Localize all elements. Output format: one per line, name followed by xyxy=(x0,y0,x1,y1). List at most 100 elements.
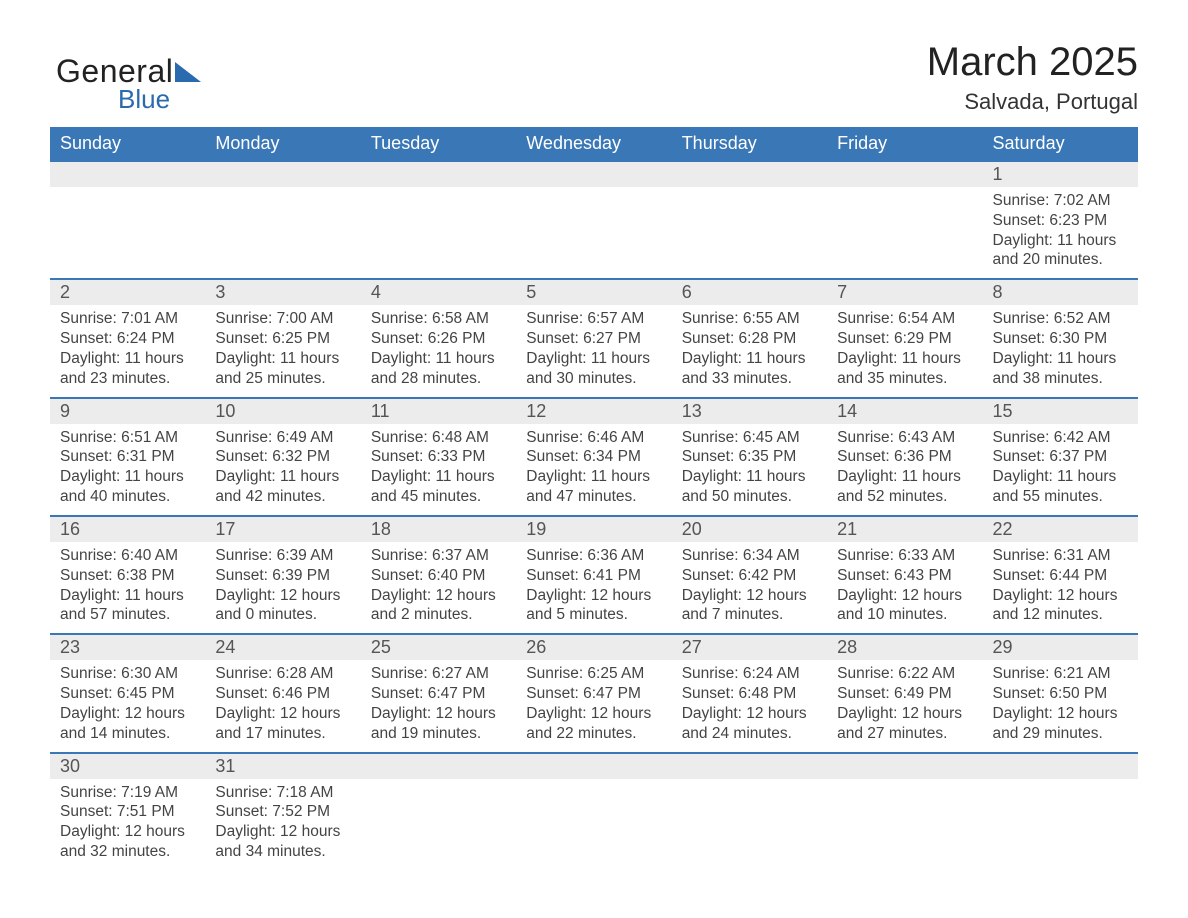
sunset-line: Sunset: 6:40 PM xyxy=(371,566,506,586)
sunset-line: Sunset: 6:50 PM xyxy=(993,684,1128,704)
daynum-row: 3031 xyxy=(50,753,1138,779)
weekday-header-row: Sunday Monday Tuesday Wednesday Thursday… xyxy=(50,127,1138,161)
detail-row: Sunrise: 7:01 AMSunset: 6:24 PMDaylight:… xyxy=(50,305,1138,397)
day-number-cell: 11 xyxy=(361,398,516,424)
day-number-cell xyxy=(983,753,1138,779)
day-detail-cell: Sunrise: 6:49 AMSunset: 6:32 PMDaylight:… xyxy=(205,424,360,516)
location-label: Salvada, Portugal xyxy=(927,89,1138,115)
sunset-line: Sunset: 6:46 PM xyxy=(215,684,350,704)
day-detail-cell: Sunrise: 6:40 AMSunset: 6:38 PMDaylight:… xyxy=(50,542,205,634)
sunrise-line: Sunrise: 6:49 AM xyxy=(215,428,350,448)
day-number-cell: 12 xyxy=(516,398,671,424)
daylight-line: Daylight: 11 hours and 47 minutes. xyxy=(526,467,661,507)
daylight-line: Daylight: 11 hours and 45 minutes. xyxy=(371,467,506,507)
day-detail-cell: Sunrise: 6:34 AMSunset: 6:42 PMDaylight:… xyxy=(672,542,827,634)
day-number-cell xyxy=(50,161,205,187)
title-block: March 2025 Salvada, Portugal xyxy=(927,40,1138,115)
day-detail-cell: Sunrise: 7:01 AMSunset: 6:24 PMDaylight:… xyxy=(50,305,205,397)
daylight-line: Daylight: 12 hours and 19 minutes. xyxy=(371,704,506,744)
day-detail-cell: Sunrise: 7:02 AMSunset: 6:23 PMDaylight:… xyxy=(983,187,1138,279)
sunrise-line: Sunrise: 6:42 AM xyxy=(993,428,1128,448)
daylight-line: Daylight: 11 hours and 38 minutes. xyxy=(993,349,1128,389)
calendar-table: Sunday Monday Tuesday Wednesday Thursday… xyxy=(50,127,1138,870)
sunset-line: Sunset: 6:33 PM xyxy=(371,447,506,467)
day-number-cell: 2 xyxy=(50,279,205,305)
daylight-line: Daylight: 12 hours and 29 minutes. xyxy=(993,704,1128,744)
day-number-cell: 1 xyxy=(983,161,1138,187)
day-number-cell: 14 xyxy=(827,398,982,424)
sunrise-line: Sunrise: 6:37 AM xyxy=(371,546,506,566)
sunrise-line: Sunrise: 7:01 AM xyxy=(60,309,195,329)
sunset-line: Sunset: 6:24 PM xyxy=(60,329,195,349)
weekday-header: Wednesday xyxy=(516,127,671,161)
sunrise-line: Sunrise: 6:46 AM xyxy=(526,428,661,448)
weekday-header: Sunday xyxy=(50,127,205,161)
day-detail-cell: Sunrise: 6:22 AMSunset: 6:49 PMDaylight:… xyxy=(827,660,982,752)
daylight-line: Daylight: 11 hours and 33 minutes. xyxy=(682,349,817,389)
sunrise-line: Sunrise: 6:33 AM xyxy=(837,546,972,566)
sunrise-line: Sunrise: 6:54 AM xyxy=(837,309,972,329)
sunset-line: Sunset: 6:27 PM xyxy=(526,329,661,349)
sunset-line: Sunset: 6:23 PM xyxy=(993,211,1128,231)
day-number-cell: 3 xyxy=(205,279,360,305)
sunset-line: Sunset: 6:28 PM xyxy=(682,329,817,349)
weekday-header: Friday xyxy=(827,127,982,161)
daylight-line: Daylight: 11 hours and 55 minutes. xyxy=(993,467,1128,507)
sunrise-line: Sunrise: 6:52 AM xyxy=(993,309,1128,329)
sunset-line: Sunset: 6:43 PM xyxy=(837,566,972,586)
sunrise-line: Sunrise: 6:43 AM xyxy=(837,428,972,448)
day-number-cell: 22 xyxy=(983,516,1138,542)
sunset-line: Sunset: 6:36 PM xyxy=(837,447,972,467)
day-detail-cell: Sunrise: 7:18 AMSunset: 7:52 PMDaylight:… xyxy=(205,779,360,870)
sunset-line: Sunset: 6:29 PM xyxy=(837,329,972,349)
daylight-line: Daylight: 12 hours and 10 minutes. xyxy=(837,586,972,626)
day-number-cell: 28 xyxy=(827,634,982,660)
sunrise-line: Sunrise: 6:25 AM xyxy=(526,664,661,684)
sunset-line: Sunset: 6:41 PM xyxy=(526,566,661,586)
day-number-cell: 7 xyxy=(827,279,982,305)
day-number-cell: 24 xyxy=(205,634,360,660)
day-detail-cell xyxy=(827,779,982,870)
daylight-line: Daylight: 11 hours and 50 minutes. xyxy=(682,467,817,507)
daylight-line: Daylight: 11 hours and 40 minutes. xyxy=(60,467,195,507)
detail-row: Sunrise: 6:30 AMSunset: 6:45 PMDaylight:… xyxy=(50,660,1138,752)
sunrise-line: Sunrise: 6:34 AM xyxy=(682,546,817,566)
daylight-line: Daylight: 12 hours and 14 minutes. xyxy=(60,704,195,744)
daylight-line: Daylight: 11 hours and 23 minutes. xyxy=(60,349,195,389)
day-detail-cell: Sunrise: 6:24 AMSunset: 6:48 PMDaylight:… xyxy=(672,660,827,752)
daylight-line: Daylight: 11 hours and 42 minutes. xyxy=(215,467,350,507)
day-number-cell xyxy=(827,753,982,779)
sunrise-line: Sunrise: 6:28 AM xyxy=(215,664,350,684)
day-number-cell: 13 xyxy=(672,398,827,424)
day-detail-cell: Sunrise: 6:58 AMSunset: 6:26 PMDaylight:… xyxy=(361,305,516,397)
sunrise-line: Sunrise: 6:45 AM xyxy=(682,428,817,448)
daylight-line: Daylight: 12 hours and 22 minutes. xyxy=(526,704,661,744)
day-number-cell xyxy=(361,161,516,187)
day-number-cell xyxy=(516,753,671,779)
sunset-line: Sunset: 7:52 PM xyxy=(215,802,350,822)
sunrise-line: Sunrise: 7:18 AM xyxy=(215,783,350,803)
day-detail-cell: Sunrise: 6:45 AMSunset: 6:35 PMDaylight:… xyxy=(672,424,827,516)
day-detail-cell: Sunrise: 6:43 AMSunset: 6:36 PMDaylight:… xyxy=(827,424,982,516)
day-detail-cell: Sunrise: 6:37 AMSunset: 6:40 PMDaylight:… xyxy=(361,542,516,634)
daylight-line: Daylight: 11 hours and 35 minutes. xyxy=(837,349,972,389)
day-number-cell xyxy=(672,161,827,187)
sunset-line: Sunset: 6:38 PM xyxy=(60,566,195,586)
day-detail-cell: Sunrise: 6:28 AMSunset: 6:46 PMDaylight:… xyxy=(205,660,360,752)
daylight-line: Daylight: 12 hours and 17 minutes. xyxy=(215,704,350,744)
sunrise-line: Sunrise: 6:39 AM xyxy=(215,546,350,566)
daynum-row: 23242526272829 xyxy=(50,634,1138,660)
day-number-cell xyxy=(516,161,671,187)
sunrise-line: Sunrise: 6:22 AM xyxy=(837,664,972,684)
daynum-row: 1 xyxy=(50,161,1138,187)
day-number-cell: 17 xyxy=(205,516,360,542)
daylight-line: Daylight: 12 hours and 27 minutes. xyxy=(837,704,972,744)
sail-icon xyxy=(175,62,201,82)
day-number-cell: 8 xyxy=(983,279,1138,305)
day-number-cell: 6 xyxy=(672,279,827,305)
daylight-line: Daylight: 11 hours and 25 minutes. xyxy=(215,349,350,389)
weekday-header: Thursday xyxy=(672,127,827,161)
day-detail-cell: Sunrise: 6:42 AMSunset: 6:37 PMDaylight:… xyxy=(983,424,1138,516)
day-detail-cell: Sunrise: 6:51 AMSunset: 6:31 PMDaylight:… xyxy=(50,424,205,516)
sunset-line: Sunset: 6:37 PM xyxy=(993,447,1128,467)
